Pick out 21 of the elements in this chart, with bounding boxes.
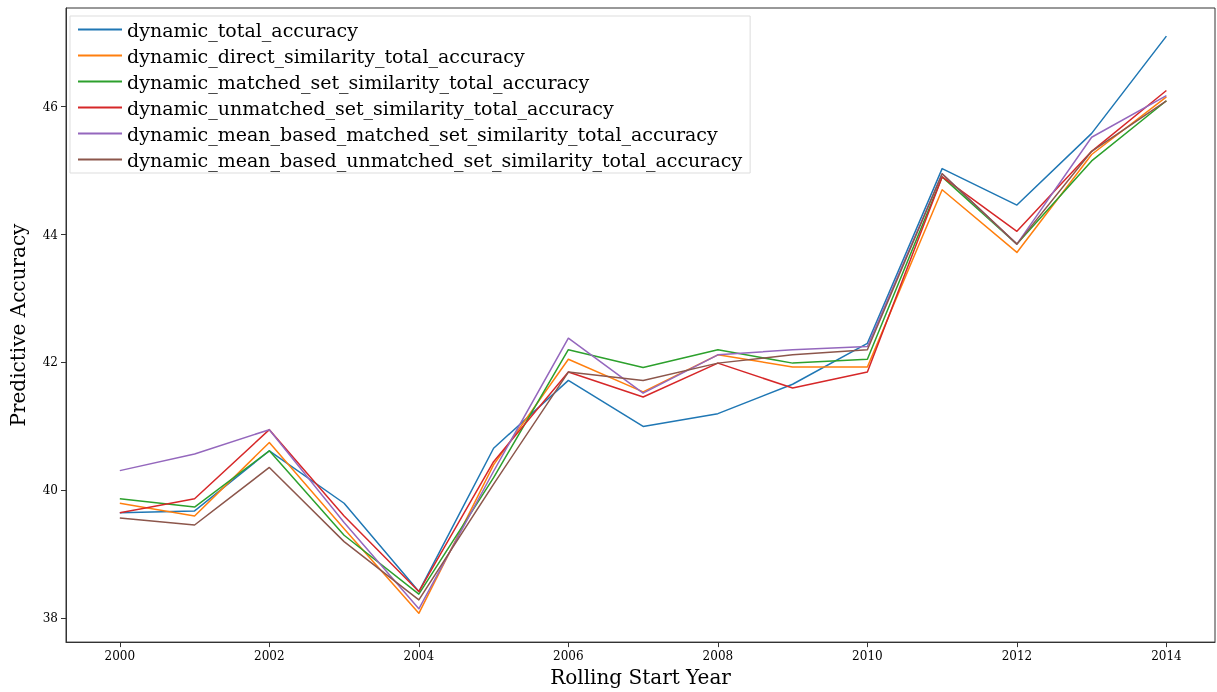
legend-label: dynamic_mean_based_matched_set_similarity_total_accuracy — [127, 122, 718, 146]
legend-label: dynamic_total_accuracy — [127, 18, 359, 42]
x-axis-title: Rolling Start Year — [550, 665, 732, 689]
x-tick-label: 2004 — [403, 649, 435, 664]
x-tick-label: 2000 — [104, 649, 136, 664]
legend-label: dynamic_mean_based_unmatched_set_similarity_total_accuracy — [127, 148, 743, 172]
legend-label: dynamic_unmatched_set_similarity_total_accuracy — [127, 96, 614, 120]
y-tick-label: 44 — [42, 227, 59, 242]
y-tick-label: 42 — [42, 355, 58, 370]
y-tick-label: 40 — [42, 483, 58, 498]
x-tick-label: 2006 — [553, 649, 584, 664]
x-tick-label: 2014 — [1151, 649, 1183, 664]
x-tick-label: 2010 — [852, 649, 883, 664]
x-tick-label: 2008 — [702, 649, 734, 664]
y-tick-label: 46 — [42, 99, 58, 114]
y-axis-title: Predictive Accuracy — [6, 222, 30, 427]
x-tick-label: 2012 — [1001, 649, 1033, 664]
y-tick-label: 38 — [42, 611, 58, 626]
legend-label: dynamic_matched_set_similarity_total_accuracy — [127, 70, 590, 94]
x-tick-label: 2002 — [254, 649, 285, 664]
legend-label: dynamic_direct_similarity_total_accuracy — [127, 44, 525, 68]
